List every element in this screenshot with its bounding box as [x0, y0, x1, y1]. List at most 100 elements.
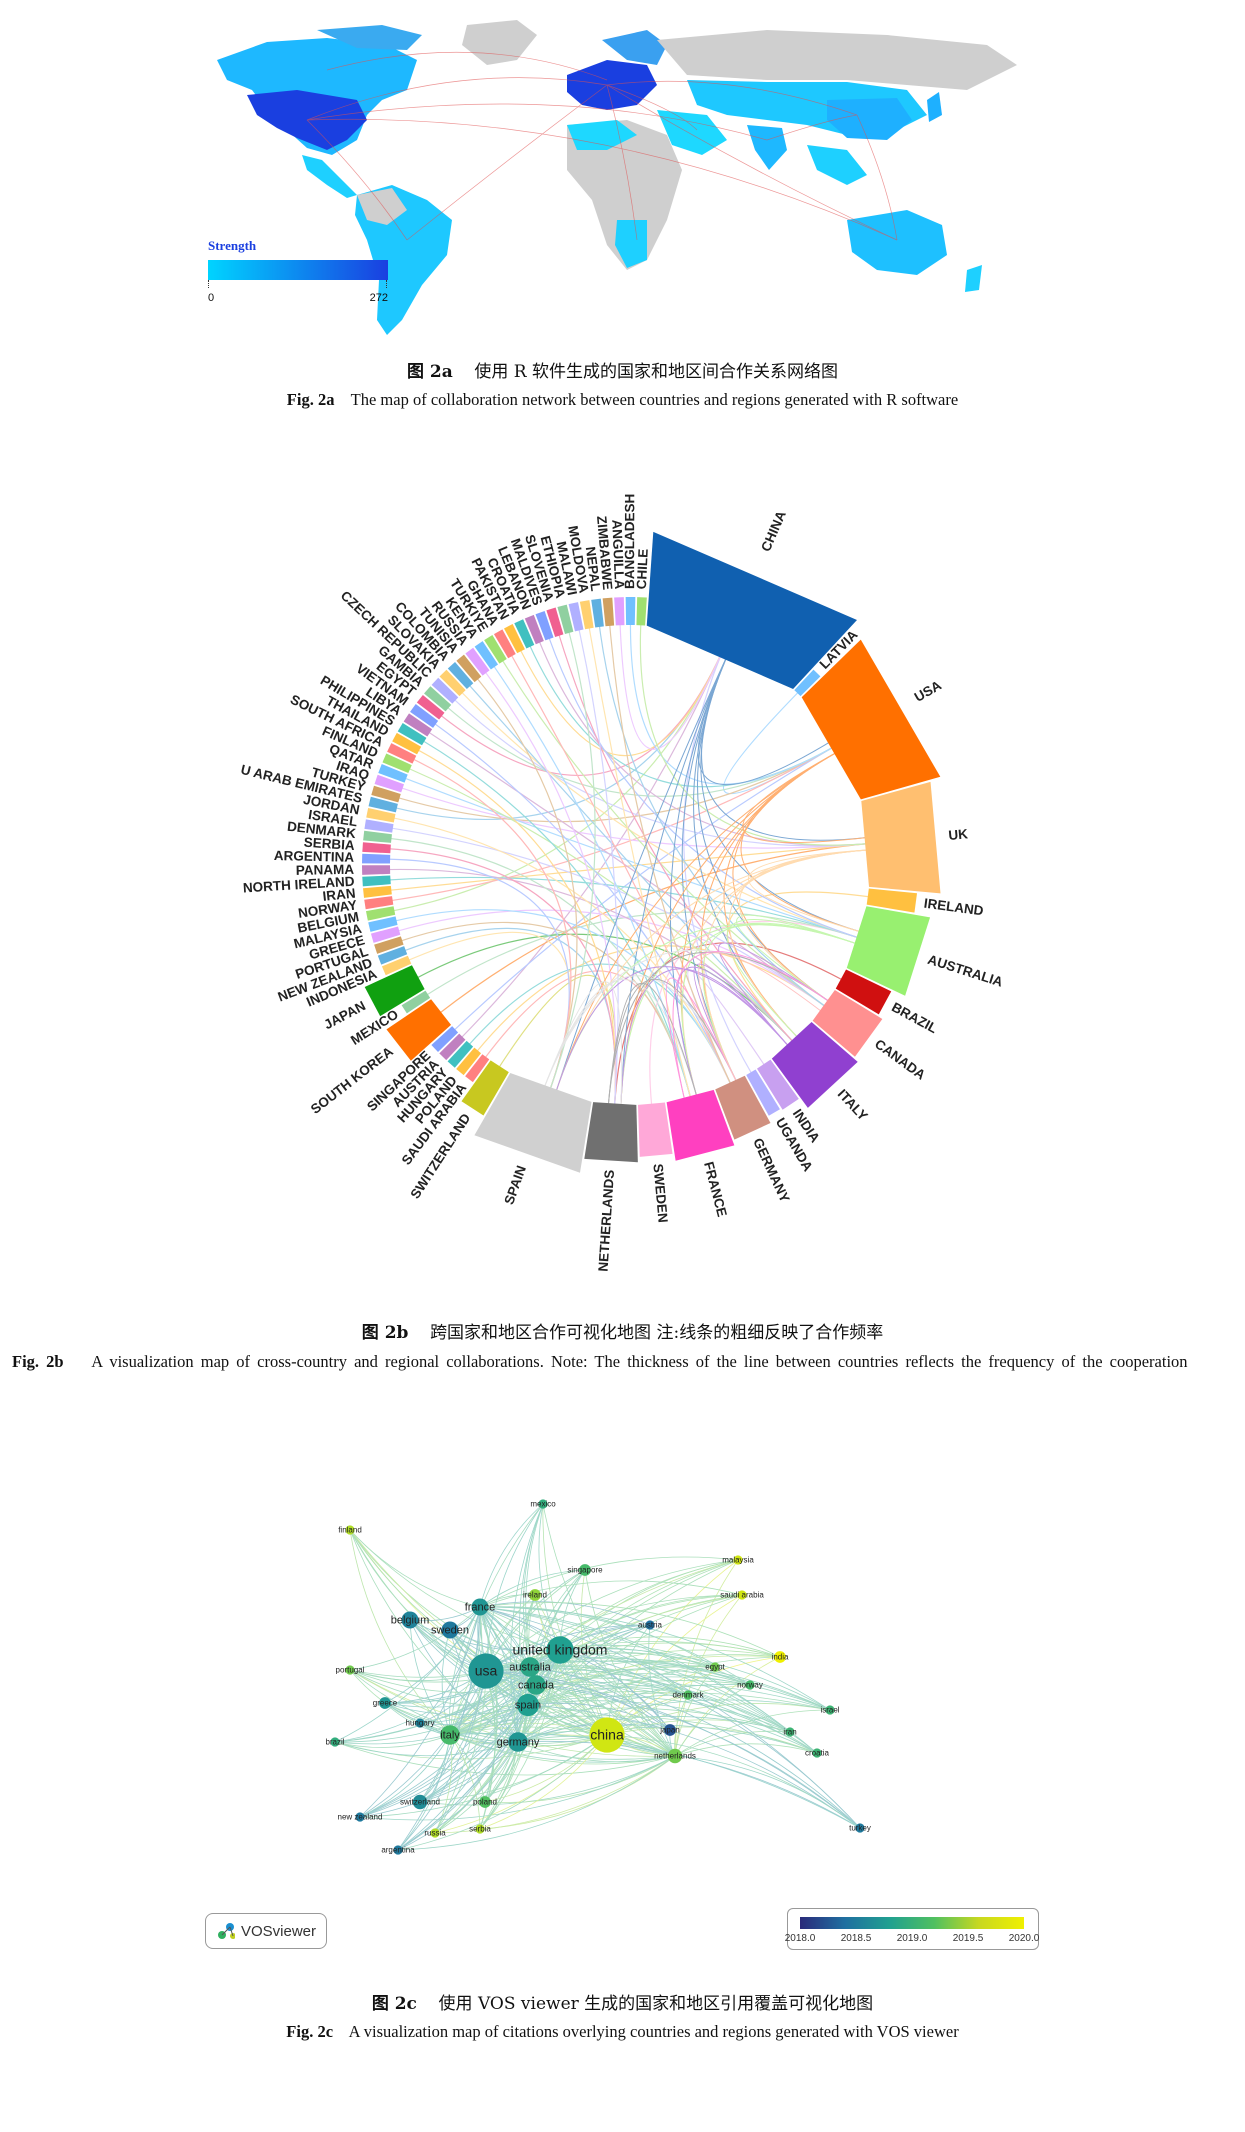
vos-link-egypt-spain: [527, 1665, 716, 1706]
vos-link-russia-france: [434, 1606, 483, 1834]
vos-link-usa-netherlands: [485, 1670, 676, 1757]
vos-link-new-zealand-france: [359, 1606, 481, 1818]
vos-link-russia-spain: [434, 1704, 529, 1834]
chord-link-uk-germany: [703, 849, 872, 1083]
vos-link-croatia-netherlands: [674, 1743, 818, 1757]
caption-2b-en: Fig. 2b A visualization map of cross-cou…: [12, 1347, 1232, 1376]
vos-label-saudi-arabia: saudi arabia: [720, 1591, 764, 1600]
sector-latvia: [794, 669, 821, 697]
vos-link-brazil-germany: [334, 1741, 519, 1757]
label-canada: CANADA: [872, 1036, 928, 1083]
vos-node-norway: [745, 1680, 755, 1690]
vos-link-italy-canada: [449, 1684, 537, 1736]
vos-link-malaysia-italy: [449, 1559, 739, 1736]
vos-link-switzerland-germany: [419, 1741, 519, 1803]
vos-link-iran-netherlands: [674, 1730, 791, 1757]
sector-south-korea: [386, 999, 452, 1061]
chord-link-moldova: [588, 626, 692, 1100]
vos-link-denmark-united-kingdom: [559, 1649, 689, 1696]
chord-link-iraq: [400, 787, 872, 849]
vos-link-switzerland-france: [419, 1606, 481, 1803]
chord-link-australia-france: [681, 923, 859, 1098]
sector-gambia: [424, 686, 452, 712]
vos-link-malaysia-germany: [517, 1559, 739, 1743]
vos-link-singapore-china: [580, 1569, 608, 1736]
vos-label-singapore: singapore: [567, 1566, 603, 1575]
vos-link-singapore-netherlands: [584, 1569, 676, 1757]
caption-2a-cn-label: 图 2a: [407, 362, 453, 382]
vos-node-italy: [440, 1725, 460, 1745]
vos-link-iran-canada: [535, 1681, 791, 1733]
vos-link-norway-italy: [449, 1680, 751, 1736]
vos-link-norway-china: [606, 1684, 751, 1736]
vos-link-turkey-germany: [517, 1740, 861, 1829]
vos-link-brazil-spain: [334, 1704, 529, 1745]
vos-link-norway-netherlands: [674, 1684, 751, 1757]
vos-label-brazil: brazil: [325, 1738, 344, 1747]
vos-link-mexico-france: [479, 1503, 544, 1608]
vos-link-sweden-netherlands: [449, 1629, 676, 1757]
sector-kenya: [474, 641, 499, 670]
vos-link-saudi-arabia-netherlands: [674, 1594, 743, 1757]
vos-link-netherlands-france: [479, 1606, 676, 1757]
vos-label-new-zealand: new zealand: [338, 1813, 383, 1822]
chord-link-malaysia: [394, 909, 732, 1086]
vos-link-malaysia-china: [606, 1559, 739, 1736]
sector-mexico: [401, 990, 431, 1014]
vos-link-sweden-italy: [441, 1629, 451, 1736]
sector-vietnam: [410, 704, 439, 728]
vos-link-serbia-italy: [449, 1734, 481, 1830]
label-spain: SPAIN: [501, 1163, 529, 1206]
legend-gradient: [208, 260, 388, 280]
vos-link-argentina-spain: [397, 1704, 529, 1851]
vos-link-new-zealand-australia: [359, 1666, 531, 1818]
chord-link-russia: [484, 671, 617, 1107]
vos-link-brazil-australia: [334, 1666, 531, 1743]
vos-link-norway-united-kingdom: [559, 1647, 751, 1686]
vos-label-mexico: mexico: [530, 1500, 556, 1509]
vos-link-austria-australia: [529, 1624, 651, 1668]
sector-ethiopia: [557, 604, 574, 634]
vos-link-egypt-germany: [517, 1666, 716, 1743]
vos-node-united-kingdom: [546, 1636, 574, 1664]
vos-label-ireland: ireland: [523, 1591, 547, 1600]
chord-link-china-spain: [554, 645, 733, 1096]
vos-link-iran-spain: [527, 1696, 791, 1733]
chord-link-spain-germany: [542, 975, 738, 1091]
vos-link-netherlands-united-kingdom: [559, 1649, 676, 1757]
sector-norway: [364, 896, 394, 910]
vos-link-russia-italy: [434, 1734, 453, 1834]
vos-link-india-spain: [527, 1654, 781, 1706]
vos-label-hungary: hungary: [406, 1719, 435, 1728]
chord-link-colombia: [468, 684, 795, 1044]
vos-node-canada: [526, 1675, 546, 1695]
vos-link-denmark-usa: [485, 1665, 689, 1696]
label-china: CHINA: [758, 508, 789, 553]
vos-node-australia: [520, 1657, 540, 1677]
vos-link-turkey-australia: [529, 1666, 861, 1829]
sector-france: [666, 1089, 735, 1161]
vos-link-greece-australia: [384, 1666, 531, 1704]
label-argentina: ARGENTINA: [274, 848, 355, 865]
vos-link-finland-france: [349, 1529, 481, 1608]
vos-link-netherlands-italy: [449, 1726, 676, 1757]
vos-link-argentina-usa: [397, 1670, 487, 1851]
vos-label-poland: poland: [473, 1798, 497, 1807]
sector-maldives: [535, 610, 554, 641]
label-panama: PANAMA: [296, 862, 355, 878]
vos-link-netherlands-canada: [535, 1684, 676, 1757]
sector-usa: [801, 639, 941, 800]
vos-link-saudi-arabia-italy: [449, 1594, 743, 1736]
sector-turkey: [371, 785, 401, 803]
vos-link-saudi-arabia-france: [479, 1580, 743, 1608]
sector-singapore: [431, 1026, 459, 1052]
chord-link-france-germany: [665, 977, 738, 1101]
vos-node-sweden: [441, 1621, 459, 1639]
vos-label-japan: japan: [659, 1726, 680, 1735]
sector-russia: [465, 647, 490, 676]
vos-node-russia: [430, 1828, 440, 1838]
vos-link-croatia-australia: [529, 1666, 818, 1754]
vos-label-italy: italy: [440, 1730, 460, 1742]
chord-link-iran: [389, 842, 872, 891]
vos-link-austria-netherlands: [648, 1624, 676, 1757]
